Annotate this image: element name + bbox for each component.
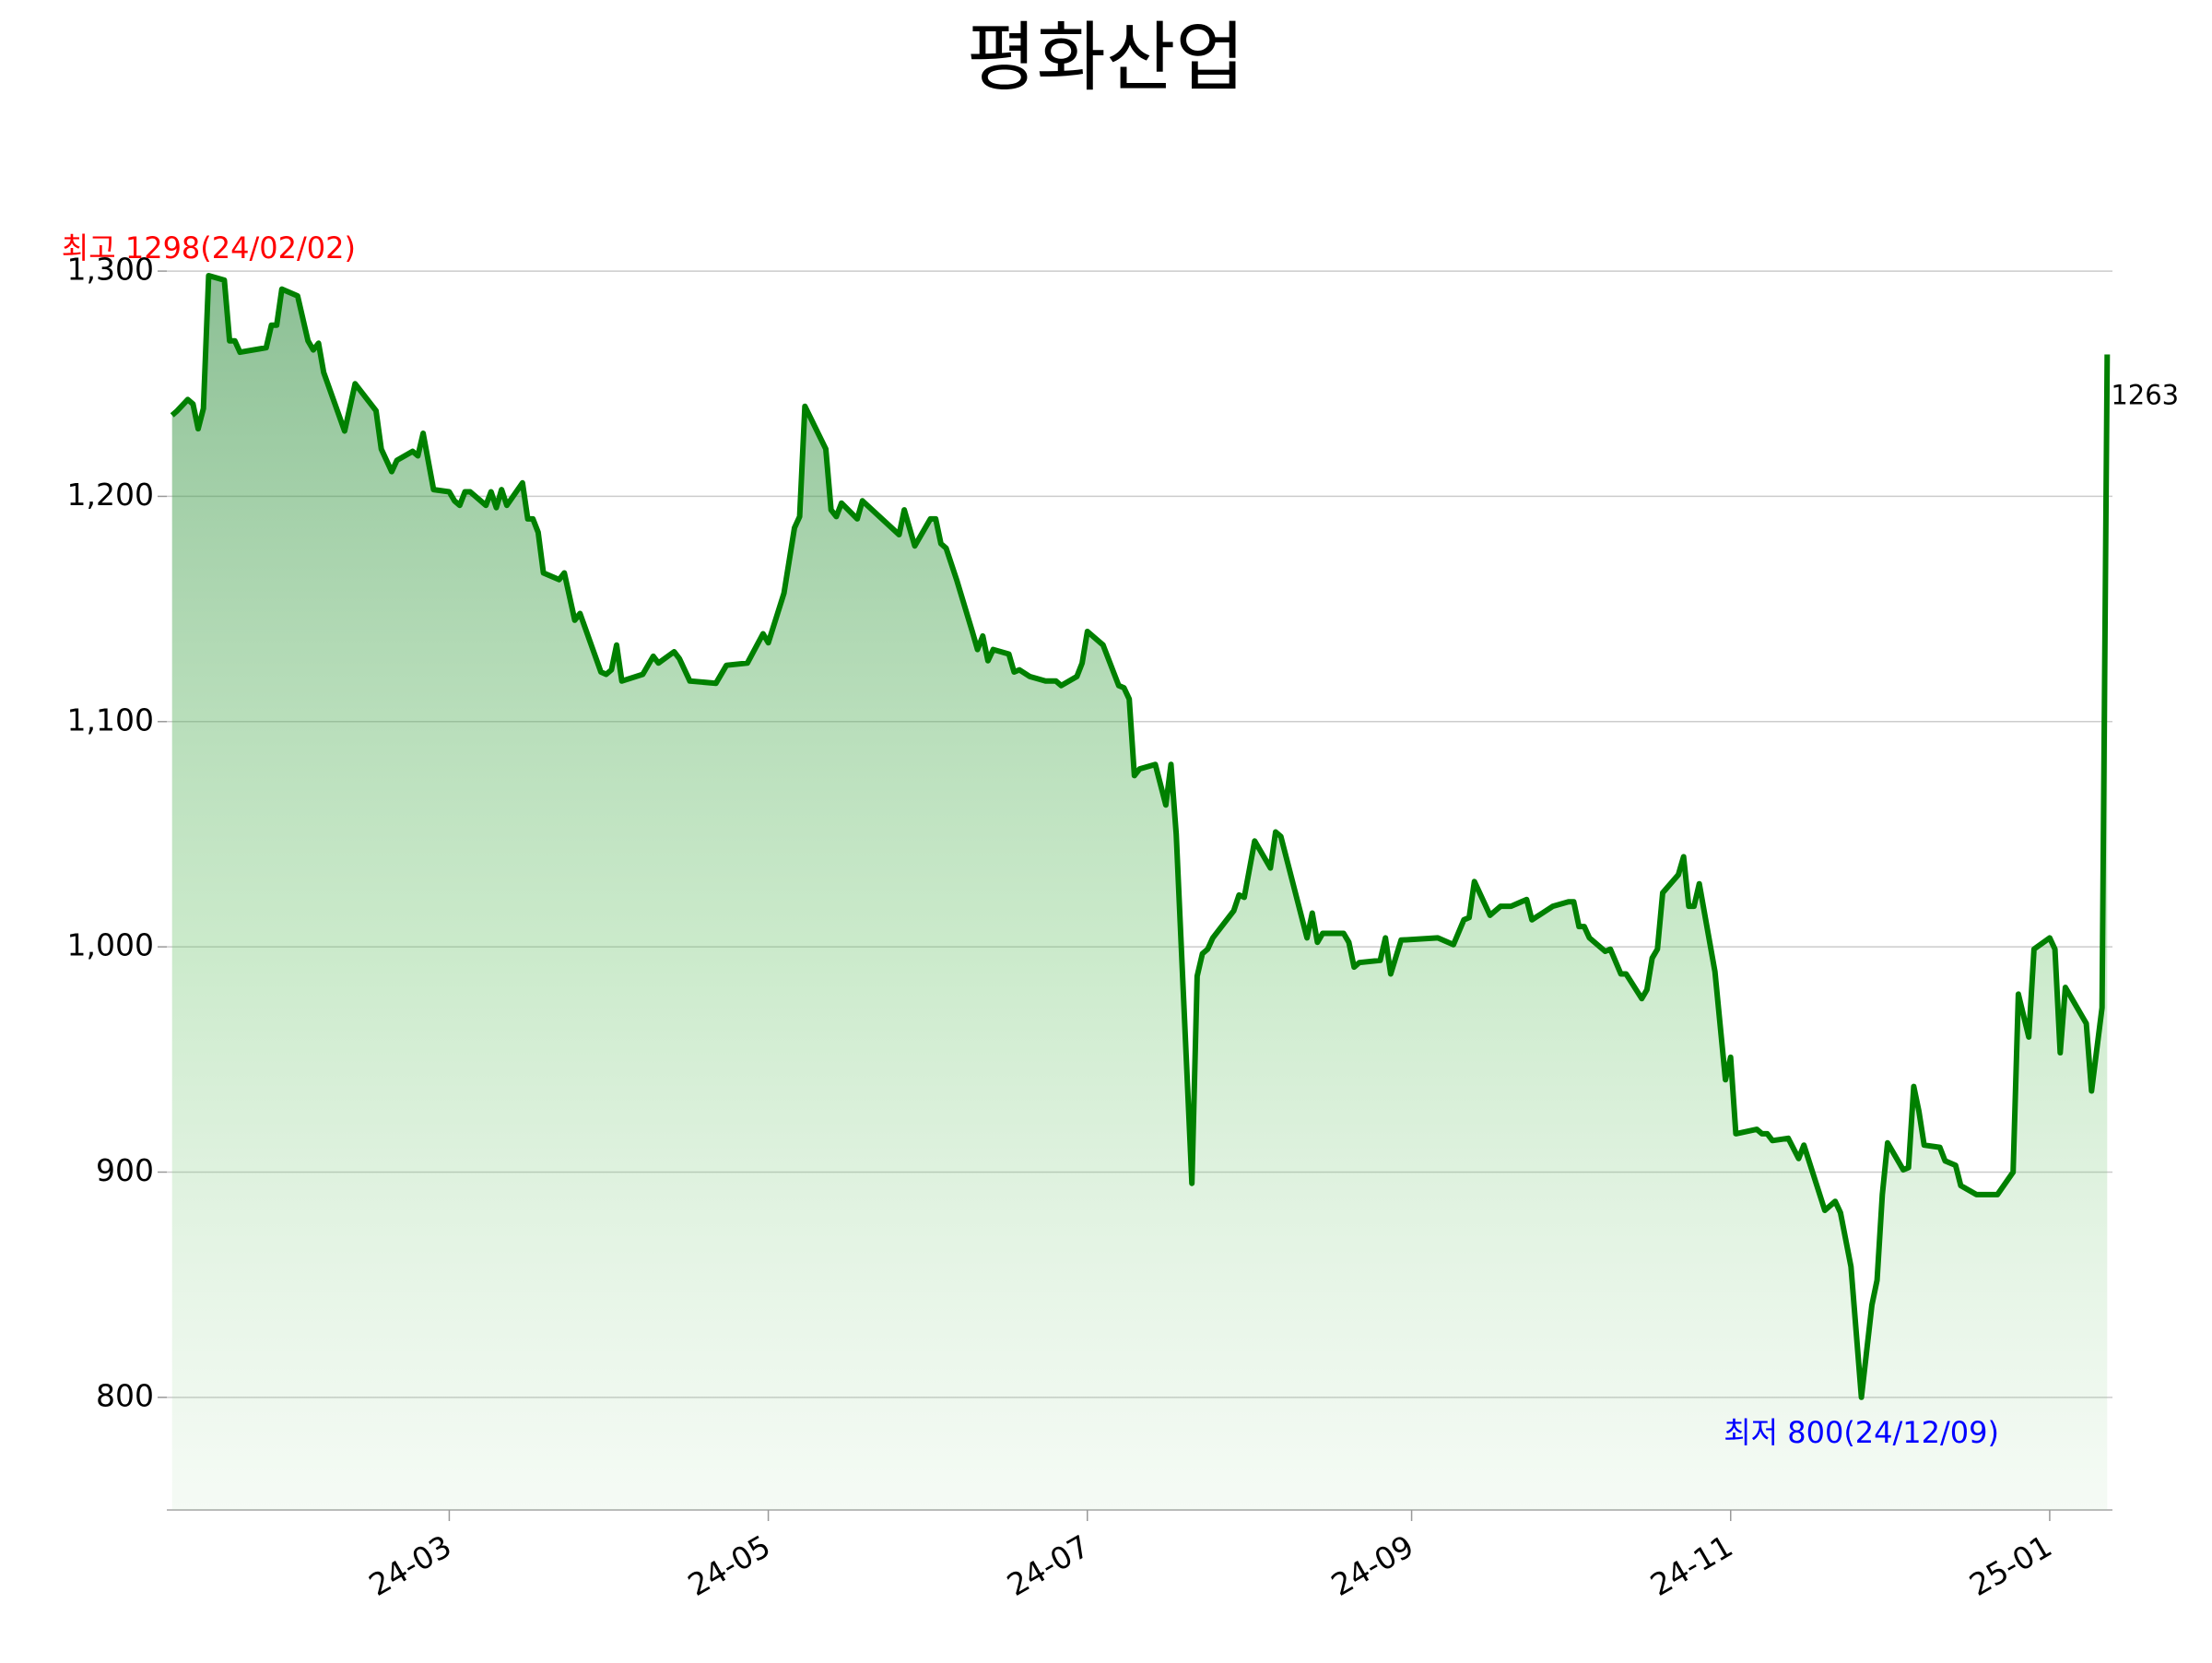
x-tick-label: 24-07 xyxy=(1001,1527,1096,1603)
x-tick-label: 25-01 xyxy=(1963,1527,2058,1603)
min-annotation: 최저 800(24/12/09) xyxy=(1724,1415,1999,1450)
x-tick-label: 24-09 xyxy=(1325,1527,1420,1603)
y-tick-label: 1,000 xyxy=(67,927,154,963)
price-line xyxy=(170,273,2111,1400)
x-tick-label: 24-05 xyxy=(682,1527,777,1603)
max-annotation: 최고 1298(24/02/02) xyxy=(62,230,356,265)
area xyxy=(171,276,2108,1510)
last-value-label: 1263 xyxy=(2111,379,2179,410)
y-tick-label: 1,200 xyxy=(67,477,154,513)
chart-title: 평화산업 xyxy=(967,14,1245,101)
y-tick-label: 1,300 xyxy=(67,252,154,288)
y-tick-label: 900 xyxy=(96,1152,154,1188)
y-tick-label: 800 xyxy=(96,1377,154,1413)
y-tick-label: 1,100 xyxy=(67,702,154,737)
x-tick-label: 24-11 xyxy=(1644,1527,1739,1603)
x-tick-label: 24-03 xyxy=(363,1527,458,1603)
